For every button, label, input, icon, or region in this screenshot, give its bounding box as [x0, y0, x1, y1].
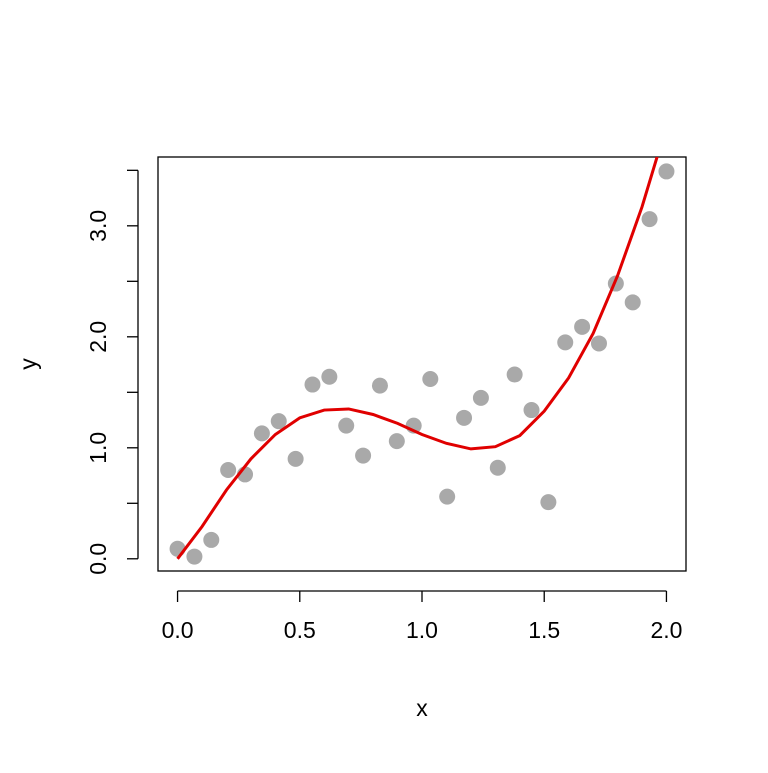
- point: [203, 531, 220, 548]
- y-tick-label: 1.0: [85, 432, 111, 464]
- point: [287, 450, 304, 467]
- point: [641, 211, 658, 228]
- x-tick-label: 2.0: [650, 617, 682, 643]
- point: [304, 376, 321, 393]
- point: [355, 447, 372, 464]
- point: [439, 488, 456, 505]
- point: [506, 366, 523, 383]
- point: [456, 409, 473, 426]
- point: [540, 494, 557, 511]
- point: [557, 334, 574, 351]
- point: [658, 163, 675, 180]
- x-tick-label: 1.0: [406, 617, 438, 643]
- x-axis-title: x: [416, 695, 428, 721]
- y-tick-label: 0.0: [85, 543, 111, 575]
- point: [253, 425, 270, 442]
- point: [338, 417, 355, 434]
- fit-line: [176, 157, 659, 560]
- y-tick-label: 2.0: [85, 321, 111, 353]
- point: [574, 318, 591, 335]
- point: [388, 433, 405, 450]
- point: [186, 548, 203, 565]
- x-tick-label: 0.5: [284, 617, 316, 643]
- point: [169, 540, 186, 557]
- point: [321, 368, 338, 385]
- point: [624, 294, 641, 311]
- point: [270, 413, 287, 430]
- x-tick-label: 1.5: [528, 617, 560, 643]
- x-tick-label: 0.0: [162, 617, 194, 643]
- y-tick-label: 3.0: [85, 210, 111, 242]
- point: [472, 389, 489, 406]
- point: [523, 402, 540, 419]
- point: [489, 459, 506, 476]
- point: [590, 335, 607, 352]
- y-axis-title: y: [15, 358, 41, 370]
- plot-area: [169, 157, 675, 565]
- point: [422, 370, 439, 387]
- plot-box: [157, 156, 687, 572]
- point: [220, 461, 237, 478]
- point: [371, 377, 388, 394]
